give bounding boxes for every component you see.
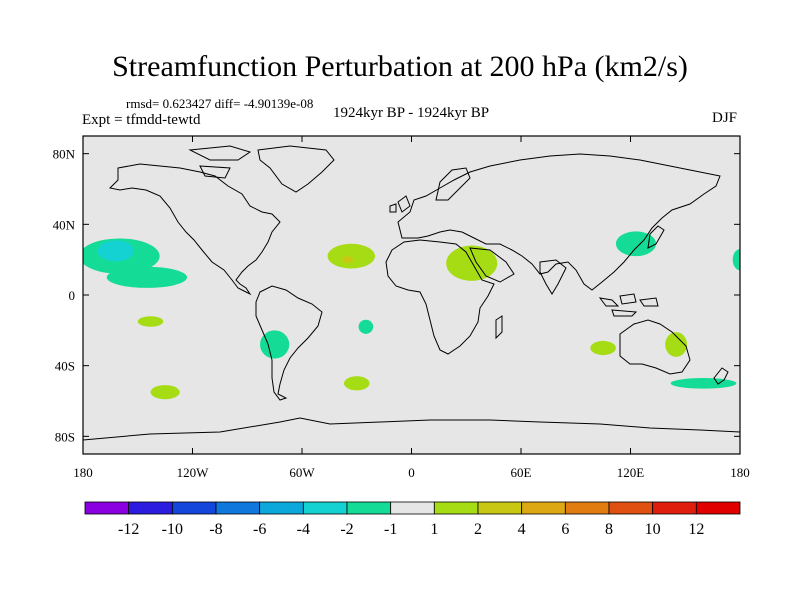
- x-tick-label-3: 0: [408, 465, 415, 480]
- coastlines: [83, 145, 740, 441]
- coast-australia: [619, 319, 691, 375]
- colorbar-swatch-4: [259, 501, 304, 515]
- y-tick-label-1: 40N: [53, 217, 76, 232]
- colorbar-label-10: 6: [561, 521, 569, 538]
- colorbar-swatch-11: [564, 501, 610, 515]
- anomaly-patch-5: [260, 330, 290, 359]
- colorbar-label-11: 8: [605, 521, 613, 538]
- colorbar: -12 -10 -8 -6 -4 -2 -1 1 2 4 6 8 10 12: [84, 501, 741, 538]
- x-tick-label-0: 180: [73, 465, 93, 480]
- coast-new-zealand: [713, 367, 729, 385]
- chart-title: Streamfunction Perturbation at 200 hPa (…: [112, 50, 688, 83]
- coast-madagascar: [495, 315, 503, 340]
- colorbar-label-13: 12: [688, 521, 704, 538]
- anomaly-patch-4: [150, 385, 180, 400]
- colorbar-swatch-12: [608, 501, 654, 515]
- colorbar-label-0: -12: [118, 521, 139, 538]
- y-tick-label-3: 40S: [55, 359, 75, 374]
- anomaly-patch-1: [106, 266, 188, 288]
- colorbar-label-7: 1: [430, 521, 438, 538]
- coast-indonesia: [598, 293, 659, 317]
- x-tick-label-5: 120E: [617, 465, 645, 480]
- coast-north-america: [108, 163, 281, 296]
- anomaly-patch-10: [446, 245, 498, 281]
- y-tick-label-2: 0: [69, 288, 76, 303]
- coast-arctic-islands: [188, 145, 252, 179]
- colorbar-label-6: -1: [384, 521, 397, 538]
- colorbar-swatch-10: [521, 501, 566, 515]
- anomaly-patch-6: [327, 243, 375, 269]
- anomaly-patch-13: [665, 332, 688, 357]
- x-tick-label-1: 120W: [177, 465, 210, 480]
- colorbar-swatch-14: [695, 501, 741, 515]
- colorbar-swatch-1: [128, 501, 173, 515]
- y-tick-label-0: 80N: [53, 147, 76, 162]
- colorbar-swatch-0: [84, 501, 130, 515]
- coast-greenland: [257, 145, 335, 193]
- coast-scandinavia: [435, 167, 471, 201]
- colorbar-swatch-6: [346, 501, 392, 515]
- coast-antarctica: [83, 417, 740, 441]
- colorbar-swatch-7: [390, 501, 435, 515]
- stats-line: rmsd= 0.623427 diff= -4.90139e-08: [126, 96, 314, 111]
- anomaly-patch-14: [670, 378, 737, 389]
- colorbar-label-8: 2: [474, 521, 482, 538]
- coast-arabia: [469, 247, 515, 283]
- coast-japan: [647, 225, 665, 249]
- colorbar-swatch-5: [302, 501, 348, 515]
- colorbar-label-1: -10: [162, 521, 183, 538]
- colorbar-swatch-8: [433, 501, 479, 515]
- anomaly-patch-12: [590, 340, 616, 356]
- colorbar-label-12: 10: [645, 521, 661, 538]
- anomaly-patch-2: [97, 240, 135, 262]
- coast-africa: [385, 239, 495, 355]
- x-axis: 180 120W 60W 0 60E 120E 180: [73, 136, 750, 480]
- period-label: 1924kyr BP - 1924kyr BP: [332, 105, 490, 121]
- x-tick-label-2: 60W: [289, 465, 315, 480]
- anomaly-patch-8: [358, 319, 374, 334]
- x-tick-label-6: 180: [730, 465, 750, 480]
- x-tick-label-4: 60E: [511, 465, 532, 480]
- colorbar-label-9: 4: [518, 521, 526, 538]
- y-axis: 80N 40N 0 40S 80S: [53, 147, 740, 444]
- anomaly-patch-9: [343, 376, 370, 391]
- coast-eurasia: [397, 153, 721, 291]
- colorbar-label-2: -8: [209, 521, 222, 538]
- colorbar-swatch-9: [477, 501, 523, 515]
- coast-british-isles: [389, 195, 411, 213]
- colorbar-swatch-2: [171, 501, 217, 515]
- colorbar-label-5: -2: [340, 521, 353, 538]
- experiment-label: Expt = tfmdd-tewtd: [82, 112, 201, 128]
- coast-india: [539, 259, 567, 295]
- anomaly-patch-7: [342, 256, 354, 264]
- colorbar-label-4: -4: [297, 521, 310, 538]
- y-tick-label-4: 80S: [55, 429, 75, 444]
- coast-south-america: [255, 285, 323, 401]
- map-background: [83, 136, 740, 454]
- colorbar-label-3: -6: [253, 521, 266, 538]
- anomaly-patch-3: [137, 316, 164, 327]
- anomaly-patch-15: [732, 249, 740, 271]
- colorbar-swatch-3: [215, 501, 261, 515]
- colorbar-swatch-13: [652, 501, 697, 515]
- season-label: DJF: [712, 110, 738, 126]
